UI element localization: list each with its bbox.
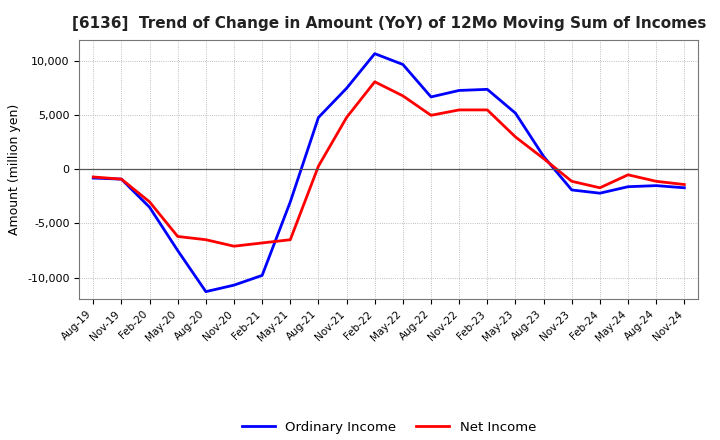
Net Income <box>539 156 548 161</box>
Ordinary Income <box>145 205 154 210</box>
Ordinary Income <box>202 289 210 294</box>
Y-axis label: Amount (million yen): Amount (million yen) <box>9 104 22 235</box>
Net Income <box>595 185 604 191</box>
Net Income <box>483 107 492 113</box>
Ordinary Income <box>483 87 492 92</box>
Net Income <box>399 93 408 99</box>
Net Income <box>230 244 238 249</box>
Net Income <box>652 179 660 184</box>
Ordinary Income <box>455 88 464 93</box>
Ordinary Income <box>370 51 379 56</box>
Net Income <box>370 79 379 84</box>
Net Income <box>258 240 266 246</box>
Ordinary Income <box>680 185 688 191</box>
Net Income <box>567 179 576 184</box>
Net Income <box>89 174 98 180</box>
Line: Net Income: Net Income <box>94 82 684 246</box>
Net Income <box>286 237 294 242</box>
Ordinary Income <box>286 199 294 205</box>
Ordinary Income <box>624 184 632 189</box>
Net Income <box>427 113 436 118</box>
Legend: Ordinary Income, Net Income: Ordinary Income, Net Income <box>236 415 541 440</box>
Title: [6136]  Trend of Change in Amount (YoY) of 12Mo Moving Sum of Incomes: [6136] Trend of Change in Amount (YoY) o… <box>71 16 706 32</box>
Ordinary Income <box>567 187 576 193</box>
Net Income <box>511 134 520 139</box>
Net Income <box>680 182 688 187</box>
Ordinary Income <box>258 273 266 278</box>
Ordinary Income <box>174 248 182 253</box>
Net Income <box>117 176 126 182</box>
Ordinary Income <box>399 62 408 67</box>
Ordinary Income <box>511 110 520 116</box>
Ordinary Income <box>342 86 351 91</box>
Ordinary Income <box>89 176 98 181</box>
Ordinary Income <box>427 94 436 99</box>
Ordinary Income <box>652 183 660 188</box>
Net Income <box>455 107 464 113</box>
Net Income <box>174 234 182 239</box>
Line: Ordinary Income: Ordinary Income <box>94 54 684 292</box>
Ordinary Income <box>117 176 126 182</box>
Ordinary Income <box>595 191 604 196</box>
Ordinary Income <box>314 115 323 120</box>
Net Income <box>202 237 210 242</box>
Ordinary Income <box>230 282 238 288</box>
Net Income <box>624 172 632 177</box>
Ordinary Income <box>539 154 548 159</box>
Net Income <box>145 199 154 205</box>
Net Income <box>342 115 351 120</box>
Net Income <box>314 164 323 169</box>
